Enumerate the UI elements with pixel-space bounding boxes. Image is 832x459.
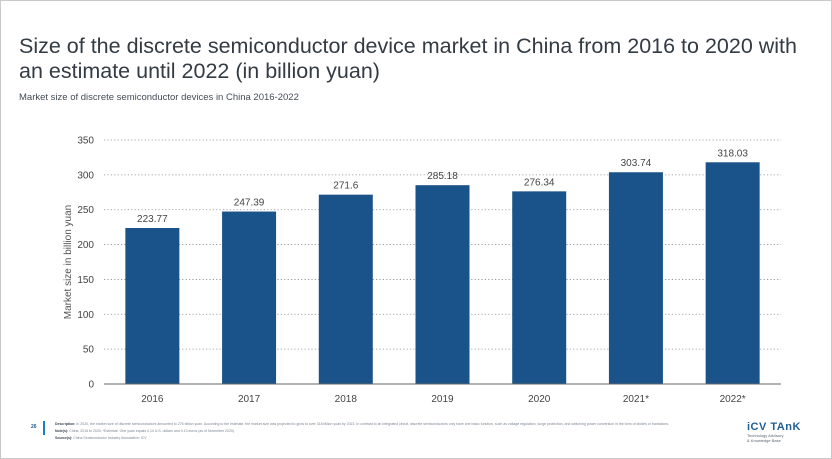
data-label: 318.03 (717, 148, 748, 159)
x-tick-label: 2019 (431, 394, 454, 405)
y-axis-ticks: 0 50 100 150 200 250 300 350 (77, 136, 94, 391)
x-tick-label: 2021* (623, 394, 649, 405)
data-label: 247.39 (234, 198, 265, 209)
icv-tank-logo: iCV TAnK Technology Advisory & Knowledge… (747, 421, 801, 443)
page-title: Size of the discrete semiconductor devic… (19, 34, 797, 83)
y-tick-label: 200 (77, 240, 94, 251)
footer-accent-bar (43, 421, 45, 435)
x-tick-label: 2017 (238, 394, 261, 405)
bar (608, 172, 663, 384)
y-tick-label: 250 (77, 205, 94, 216)
data-label: 303.74 (621, 158, 652, 169)
y-tick-label: 300 (77, 170, 94, 181)
footer-sources: Source(s): China Semiconductor Industry … (55, 436, 147, 440)
data-label: 271.6 (333, 181, 358, 192)
footer-notes: Note(s): China; 2016 to 2020; *Estimate.… (55, 429, 235, 433)
gridlines (104, 139, 781, 350)
x-tick-label: 2016 (141, 394, 164, 405)
x-tick-label: 2020 (528, 394, 551, 405)
x-tick-label: 2018 (335, 394, 358, 405)
y-tick-label: 350 (77, 136, 94, 147)
bars (125, 162, 760, 384)
y-tick-label: 0 (88, 380, 94, 391)
bar (318, 194, 373, 384)
bar (705, 162, 760, 384)
y-tick-label: 100 (77, 310, 94, 321)
x-tick-label: 2022* (720, 394, 746, 405)
bar (415, 185, 470, 384)
x-axis-ticks: 2016 2017 2018 2019 2020 2021* 2022* (141, 394, 746, 405)
data-label: 276.34 (524, 177, 555, 188)
y-tick-label: 50 (83, 345, 95, 356)
y-tick-label: 150 (77, 275, 94, 286)
bar (125, 228, 180, 384)
chart-subtitle: Market size of discrete semiconductor de… (19, 92, 299, 103)
bar (222, 211, 277, 384)
y-axis-label: Market size in billion yuan (63, 205, 74, 320)
bar (512, 191, 567, 384)
page-number: 26 (31, 424, 37, 430)
data-label: 285.18 (427, 171, 458, 182)
data-label: 223.77 (137, 214, 168, 225)
value-labels: 223.77 247.39 271.6 285.18 276.34 303.74 318.0… (137, 148, 748, 225)
footer-description: Description: In 2020, the market size of… (55, 422, 670, 426)
